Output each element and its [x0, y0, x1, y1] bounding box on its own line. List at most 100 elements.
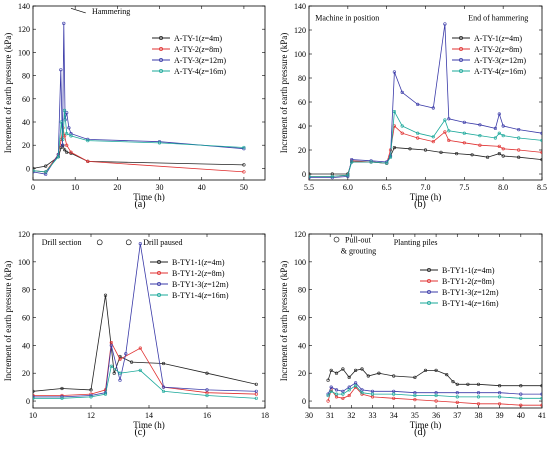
- y-tick-label: 80: [298, 286, 306, 295]
- annotation-text: Drill paused: [143, 238, 182, 247]
- x-tick-label: 20: [113, 183, 121, 192]
- data-point: [462, 120, 466, 124]
- data-point: [416, 102, 420, 106]
- panel-label: (a): [134, 199, 145, 210]
- data-point: [498, 391, 502, 395]
- data-point: [439, 150, 443, 154]
- x-tick-label: 7.5: [459, 183, 469, 192]
- data-point: [329, 385, 333, 389]
- data-point: [519, 392, 523, 396]
- data-point: [501, 154, 505, 158]
- data-point: [205, 388, 209, 392]
- legend-label: A-TY-2(z=8m): [174, 45, 222, 54]
- x-tick-label: 10: [29, 411, 37, 420]
- data-point: [455, 395, 459, 399]
- series-line-3: [309, 23, 542, 179]
- x-tick-label: 6.5: [382, 183, 392, 192]
- x-tick-label: 5.5: [304, 183, 314, 192]
- data-point: [388, 155, 393, 159]
- annotation-arrow: [70, 7, 86, 14]
- data-point: [400, 131, 404, 135]
- y-tick-label: 120: [18, 230, 30, 239]
- y-tick-label: 0: [302, 397, 306, 406]
- y-tick-label: 60: [298, 98, 306, 107]
- x-tick-label: 7.0: [421, 183, 431, 192]
- data-point: [497, 131, 501, 135]
- series-line-2: [33, 341, 257, 396]
- data-point: [478, 143, 482, 147]
- data-point: [242, 170, 246, 174]
- x-tick-label: 0: [31, 183, 35, 192]
- data-point: [540, 150, 542, 154]
- x-tick-label: 36: [432, 411, 440, 420]
- data-point: [354, 368, 358, 373]
- legend-label: B-TY1-3(z=12m): [442, 288, 499, 297]
- data-point: [501, 124, 505, 128]
- plot-frame: [32, 233, 266, 409]
- series-line-2: [33, 127, 244, 173]
- data-point: [61, 137, 65, 141]
- legend-marker: [159, 58, 163, 62]
- legend-marker: [159, 69, 163, 73]
- data-point: [478, 123, 482, 127]
- legend-label: B-TY1-1(z=4m): [172, 258, 225, 267]
- x-tick-label: 37: [453, 411, 461, 420]
- data-point: [360, 367, 364, 371]
- legend-label: A-TY-3(z=12m): [174, 56, 226, 65]
- data-point: [455, 391, 459, 395]
- data-point: [434, 368, 438, 373]
- data-point: [517, 128, 521, 132]
- data-point: [498, 384, 502, 388]
- series-line-4: [327, 385, 542, 399]
- y-tick-label: 80: [22, 72, 30, 81]
- data-point: [103, 392, 108, 396]
- x-tick-label: 10: [71, 183, 79, 192]
- y-tick-label: 20: [22, 141, 30, 150]
- y-tick-label: 40: [298, 341, 306, 350]
- data-point: [366, 374, 370, 378]
- x-tick-label: 39: [496, 411, 504, 420]
- x-tick-label: 35: [411, 411, 419, 420]
- data-point: [413, 375, 417, 380]
- data-point: [347, 388, 351, 392]
- legend-label: B-TY1-2(z=8m): [172, 269, 225, 278]
- data-point: [33, 170, 35, 174]
- x-tick-label: 50: [240, 183, 248, 192]
- chart-panel-a: 0 10 20 30 40 50 0 20 40 60 80 100 120 140 Time (h) Inc…: [3, 2, 266, 210]
- x-axis-title: Time (h): [410, 192, 441, 202]
- legend-marker: [427, 290, 431, 294]
- y-tick-label: 0: [302, 170, 306, 179]
- data-point: [65, 150, 69, 154]
- legend-label: B-TY1-2(z=8m): [442, 277, 495, 286]
- chart-panel-b: 5.5 6.0 6.5 7.0 7.5 8.0 8.5 0 20 40 60 80 100 120 140 T…: [279, 2, 547, 210]
- legend-label: A-TY-1(z=4m): [474, 34, 522, 43]
- data-point: [254, 389, 258, 393]
- data-point: [447, 129, 451, 133]
- plot-frame: [308, 5, 543, 181]
- x-tick-label: 18: [261, 411, 269, 420]
- data-point: [540, 396, 542, 400]
- data-point: [445, 373, 449, 377]
- data-point: [89, 395, 93, 399]
- data-point: [157, 141, 162, 145]
- data-point: [65, 111, 69, 115]
- data-point: [498, 395, 502, 399]
- annotation-text: End of hammering: [468, 13, 528, 22]
- data-point: [447, 117, 451, 121]
- data-point: [112, 371, 116, 375]
- x-tick-label: 8.0: [498, 183, 508, 192]
- annotation-marker: [333, 236, 340, 243]
- annotation-text: Pull-out: [345, 235, 372, 244]
- annotation-text: Drill section: [42, 238, 82, 247]
- chart-panel-d: 30 31 32 33 34 35 36 37 38 39 40 41 0 20 40 60 80 100 120 T…: [279, 230, 546, 438]
- legend-label: A-TY-2(z=8m): [474, 45, 522, 54]
- series-line-1: [327, 368, 542, 387]
- data-point: [109, 364, 113, 368]
- y-axis-title: Increment of earth pressure (kPa): [3, 33, 13, 153]
- y-tick-label: 60: [22, 314, 30, 323]
- data-point: [431, 106, 435, 110]
- data-point: [118, 378, 122, 382]
- legend-label: B-TY1-1(z=4m): [442, 266, 495, 275]
- data-point: [519, 403, 523, 407]
- legend-label: B-TY1-3(z=12m): [172, 280, 229, 289]
